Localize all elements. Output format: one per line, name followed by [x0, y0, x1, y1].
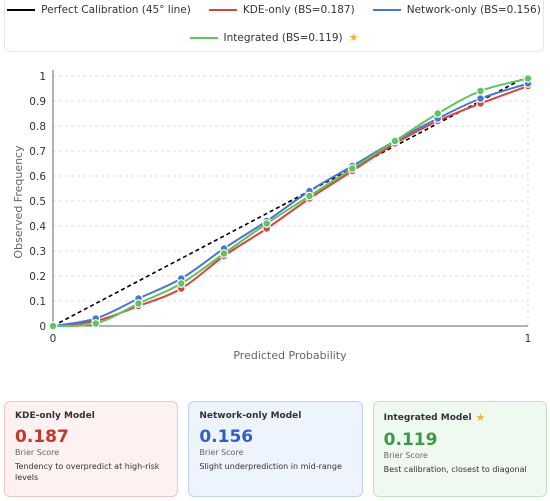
- card-kde-value: 0.187: [15, 427, 69, 447]
- data-point-integrated[interactable]: [433, 109, 443, 118]
- data-point-integrated[interactable]: [219, 249, 229, 258]
- data-point-integrated[interactable]: [176, 279, 186, 288]
- data-point-integrated[interactable]: [347, 164, 357, 173]
- card-integrated-desc: Best calibration, closest to diagonal: [383, 465, 527, 474]
- data-point-integrated[interactable]: [523, 74, 533, 83]
- x-axis-title: Predicted Probability: [233, 349, 347, 362]
- card-integrated-title: Integrated Model ★: [383, 411, 486, 424]
- data-point-integrated[interactable]: [48, 321, 58, 331]
- legend-swatch-integrated: [189, 36, 218, 39]
- card-network: Network-only Model 0.156 Brier Score Sli…: [188, 401, 363, 497]
- x-tick-label: 1: [525, 333, 532, 345]
- series-line-perfect: [52, 75, 529, 327]
- series-layer: [48, 74, 533, 331]
- card-network-desc: Slight underprediction in mid-range: [199, 462, 342, 471]
- star-icon: ★: [348, 31, 359, 44]
- legend-item-network[interactable]: Network-only (BS=0.156): [372, 4, 541, 16]
- legend-label-network: Network-only (BS=0.156): [406, 4, 541, 16]
- y-tick-label: 0.2: [29, 271, 46, 283]
- card-integrated-sub: Brier Score: [383, 451, 428, 460]
- data-point-integrated[interactable]: [262, 219, 272, 228]
- tick-layer: 0 0.1 0.2 0.3 0.4 0.5 0.6 0.7 0.8 0.9 1 0 1: [29, 71, 531, 345]
- card-kde: KDE-only Model 0.187 Brier Score Tendenc…: [4, 401, 179, 497]
- y-tick-label: 0.1: [29, 296, 46, 308]
- legend-swatch-perfect: [7, 9, 36, 11]
- legend-swatch-network: [372, 9, 401, 11]
- data-point-integrated[interactable]: [476, 86, 485, 96]
- calibration-chart: 0 0.1 0.2 0.3 0.4 0.5 0.6 0.7 0.8 0.9 1 0 1 Predicte…: [12, 70, 533, 362]
- y-tick-label: 0.5: [29, 196, 46, 208]
- legend-label-integrated: Integrated (BS=0.119): [223, 31, 343, 44]
- legend-label-perfect: Perfect Calibration (45° line): [41, 4, 191, 16]
- data-point-integrated[interactable]: [390, 136, 400, 146]
- data-point-integrated[interactable]: [134, 299, 143, 308]
- y-tick-label: 0.4: [29, 221, 46, 233]
- data-point-integrated[interactable]: [305, 191, 314, 201]
- card-network-title: Network-only Model: [199, 411, 302, 421]
- card-network-sub: Brier Score: [199, 448, 244, 457]
- y-tick-label: 0.8: [29, 121, 46, 133]
- card-network-value: 0.156: [199, 427, 254, 447]
- data-point-network[interactable]: [476, 94, 485, 103]
- axis-layer: [52, 70, 528, 327]
- legend-label-kde: KDE-only (BS=0.187): [242, 4, 355, 16]
- y-tick-label: 0.9: [29, 96, 46, 108]
- legend-swatch-kde: [208, 9, 237, 11]
- model-cards: KDE-only Model 0.187 Brier Score Tendenc…: [4, 401, 547, 497]
- data-point-integrated[interactable]: [91, 319, 101, 328]
- card-kde-sub: Brier Score: [15, 448, 60, 457]
- card-star-icon: ★: [475, 411, 486, 424]
- x-tick-label: 0: [50, 333, 57, 345]
- series-line-network: [52, 82, 529, 327]
- y-tick-label: 1: [39, 71, 46, 83]
- card-kde-title: KDE-only Model: [15, 411, 95, 421]
- card-integrated-value: 0.119: [383, 430, 438, 450]
- series-line-kde: [52, 85, 529, 327]
- legend-item-kde[interactable]: KDE-only (BS=0.187): [208, 4, 355, 16]
- legend-item-perfect[interactable]: Perfect Calibration (45° line): [7, 4, 191, 16]
- y-tick-label: 0: [39, 321, 46, 333]
- y-axis-title: Observed Frequency: [12, 145, 25, 259]
- y-tick-label: 0.3: [29, 246, 46, 258]
- y-tick-label: 0.6: [29, 171, 46, 183]
- card-integrated: Integrated Model ★ 0.119 Brier Score Best…: [372, 401, 547, 497]
- card-kde-desc: Tendency to overpredict at high-risk lev…: [15, 462, 160, 482]
- chart-legend: Perfect Calibration (45° line) KDE-only …: [4, 0, 544, 52]
- y-tick-label: 0.7: [29, 146, 46, 158]
- legend-item-integrated[interactable]: Integrated (BS=0.119) ★: [189, 31, 359, 44]
